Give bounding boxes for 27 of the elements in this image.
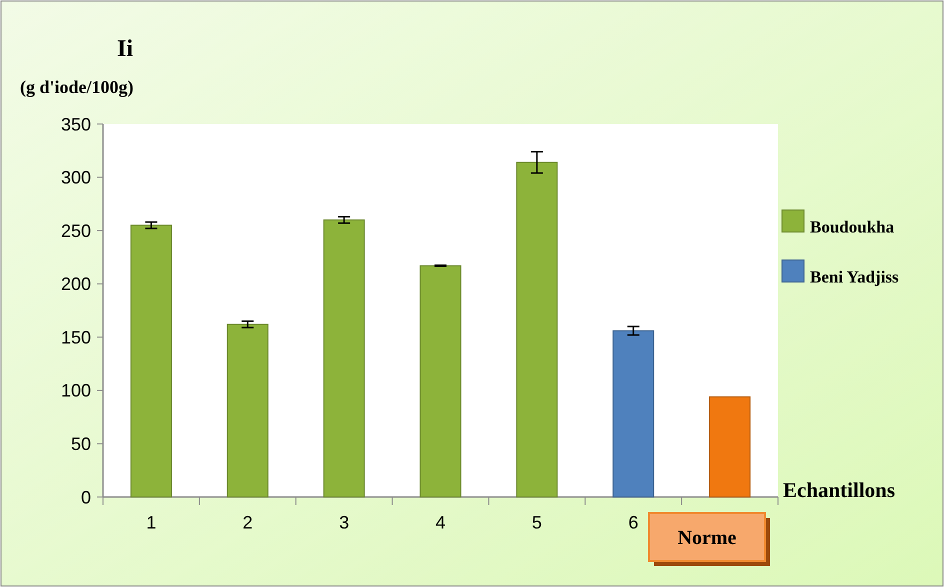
bar [130,224,172,498]
legend-label: Beni Yadjiss [810,268,900,287]
x-tick-label: 2 [242,512,253,532]
y-axis-title: (g d'iode/100g) [20,77,134,97]
bar [709,396,751,498]
x-axis-title: Echantillons [783,478,896,502]
y-tick-label: 50 [70,434,91,454]
bar [516,162,558,498]
x-tick-label: 6 [628,512,638,532]
bar [323,219,365,498]
y-tick-label: 0 [80,487,91,508]
chart-title: Ii [116,36,134,62]
y-tick-label: 100 [60,380,91,401]
bar [612,330,654,498]
x-tick-label: 5 [532,512,542,532]
y-tick-label: 300 [60,168,91,188]
x-tick-label: 4 [435,512,446,532]
legend-label: Boudoukha [810,218,895,237]
x-tick-label: 1 [146,512,156,532]
x-tick-label: 3 [339,512,350,532]
y-tick-label: 150 [60,327,91,348]
y-tick-label: 350 [60,114,91,134]
y-tick-label: 200 [60,274,91,294]
y-tick-label: 250 [60,220,91,241]
bar [226,324,268,498]
bar [420,265,462,498]
x-tick-label: Norme [678,527,737,549]
